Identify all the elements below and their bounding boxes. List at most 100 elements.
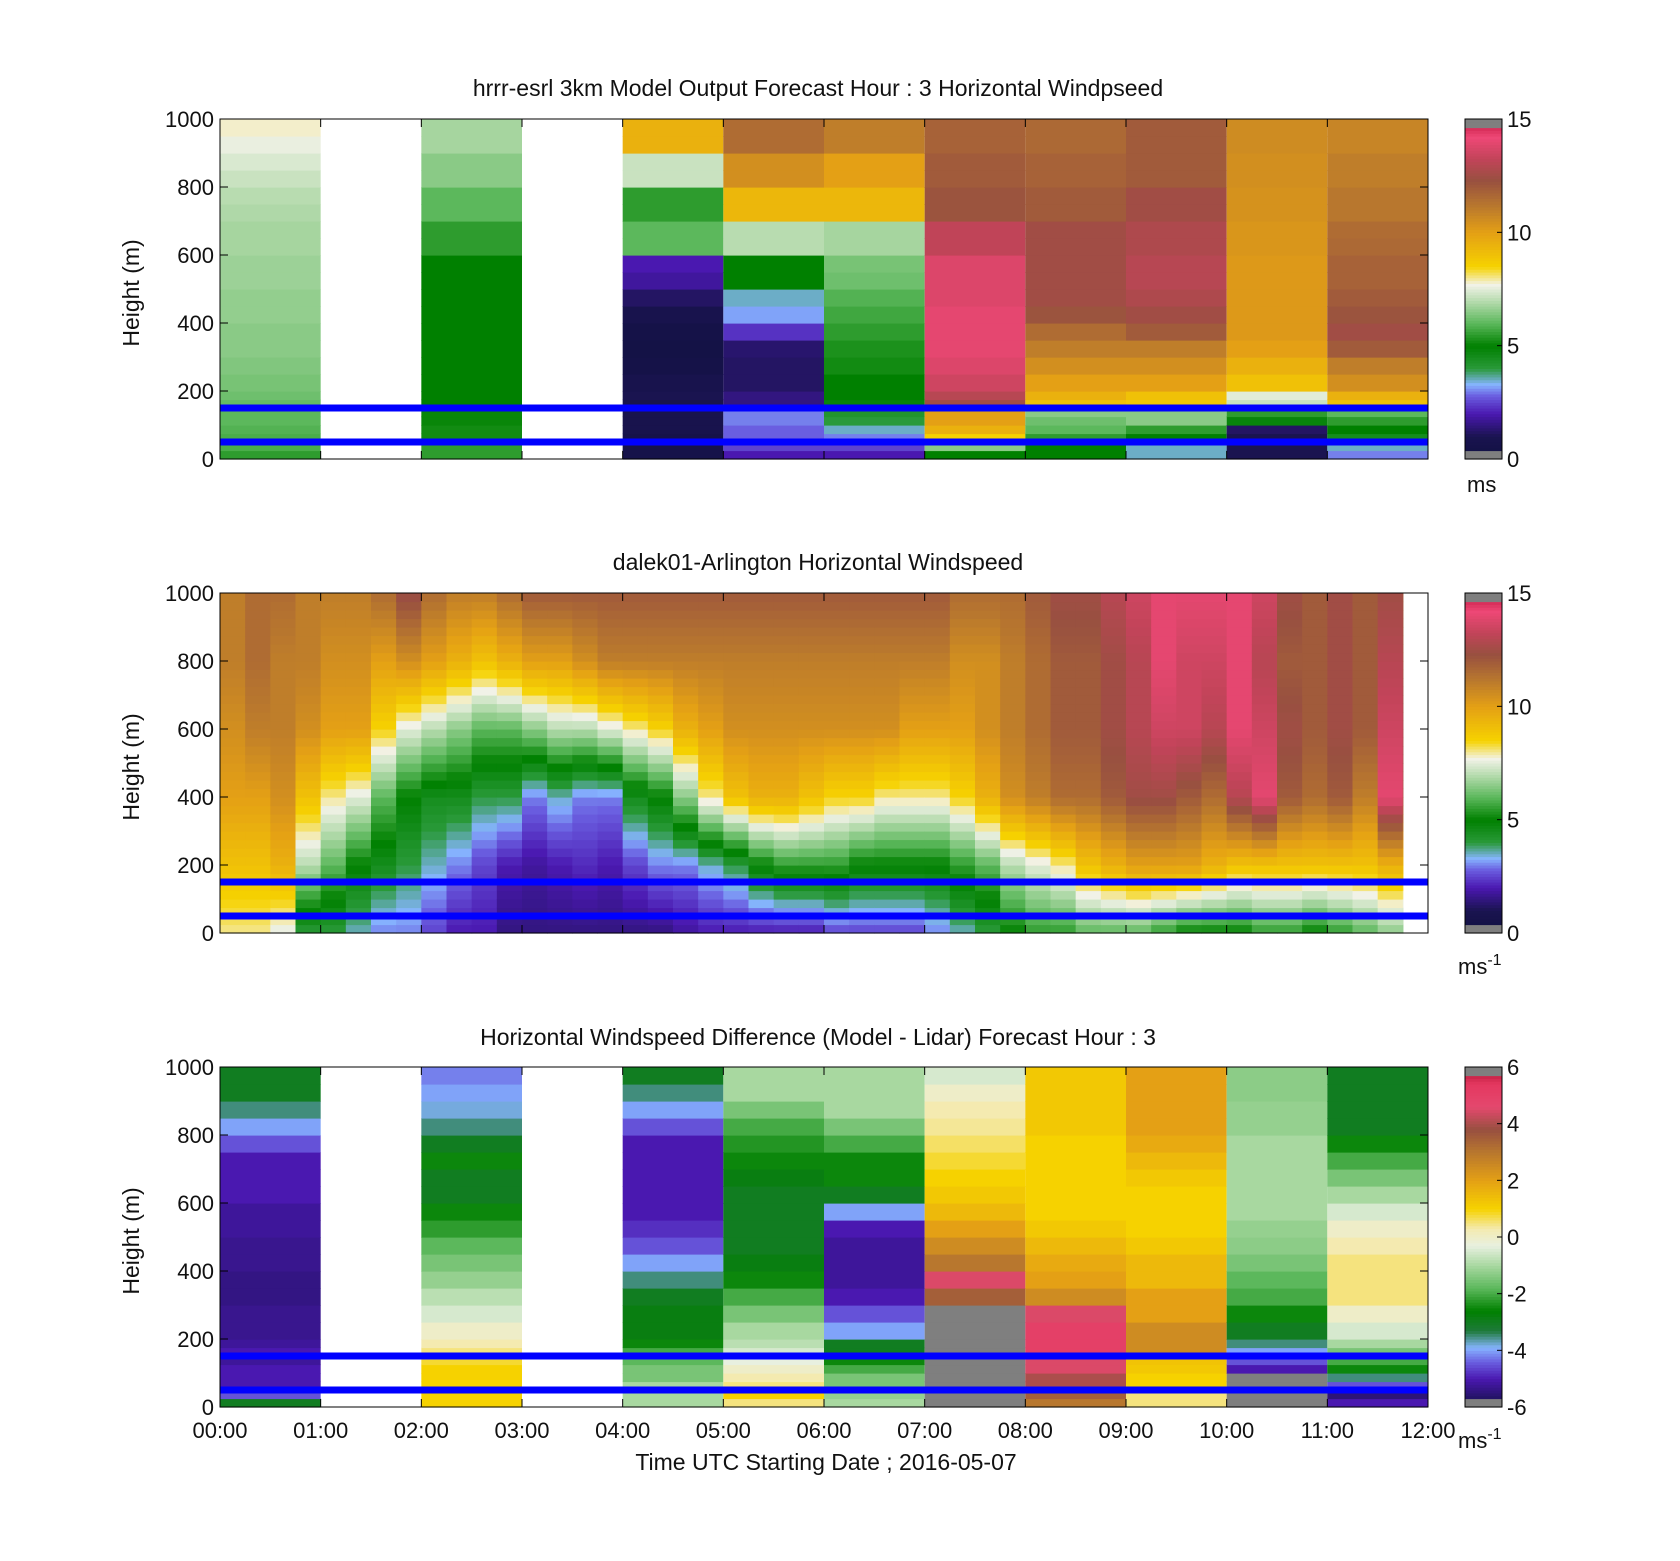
- heatmap-cell: [1402, 805, 1404, 815]
- colorbar-swatch: [1465, 593, 1502, 597]
- heatmap-cell: [245, 805, 271, 815]
- heatmap-cell: [1000, 916, 1026, 926]
- heatmap-cell: [1100, 661, 1127, 671]
- heatmap-cell: [220, 873, 246, 883]
- colorbar-swatch: [1465, 376, 1502, 381]
- colorbar-swatch: [1465, 257, 1502, 262]
- heatmap-cell: [924, 1305, 1026, 1323]
- heatmap-cell: [1126, 610, 1152, 620]
- colorbar-swatch: [1465, 1183, 1502, 1187]
- heatmap-cell: [1327, 856, 1353, 866]
- heatmap-cell: [1302, 865, 1328, 875]
- heatmap-cell: [270, 907, 296, 917]
- colorbar-swatch: [1465, 1375, 1502, 1380]
- heatmap-cell: [1176, 822, 1202, 832]
- heatmap-cell: [522, 780, 548, 790]
- heatmap-cell: [673, 788, 699, 798]
- heatmap-cell: [698, 907, 724, 917]
- heatmap-cell: [1075, 890, 1102, 900]
- heatmap-cell: [1226, 1271, 1328, 1289]
- colorbar-swatch: [1465, 1313, 1502, 1317]
- heatmap-cell: [1025, 399, 1126, 409]
- heatmap-cell: [975, 873, 1001, 883]
- heatmap-cell: [1025, 1254, 1126, 1272]
- colorbar-swatch: [1465, 1282, 1502, 1286]
- heatmap-cell: [547, 618, 573, 628]
- heatmap-cell: [673, 780, 699, 790]
- colorbar-swatch: [1465, 669, 1502, 673]
- heatmap-cell: [471, 652, 498, 662]
- heatmap-cell: [1075, 814, 1102, 824]
- heatmap-cell: [320, 890, 347, 900]
- colorbar-swatch: [1465, 1112, 1502, 1116]
- colorbar-swatch: [1465, 453, 1502, 457]
- colorbar-swatch: [1465, 666, 1502, 671]
- heatmap-cell: [371, 695, 397, 705]
- x-tick-label: 08:00: [998, 1418, 1053, 1443]
- heatmap-cell: [723, 695, 749, 705]
- heatmap-cell: [1226, 678, 1253, 688]
- heatmap-cell: [1025, 652, 1051, 662]
- heatmap-cell: [1201, 822, 1228, 832]
- heatmap-cell: [949, 593, 976, 603]
- heatmap-cell: [446, 729, 473, 739]
- heatmap-cell: [899, 763, 926, 773]
- heatmap-cell: [1302, 882, 1328, 892]
- heatmap-cell: [798, 805, 825, 815]
- heatmap-cell: [1377, 916, 1404, 926]
- heatmap-cell: [1226, 780, 1253, 790]
- heatmap-cell: [949, 924, 976, 934]
- heatmap-cell: [1226, 170, 1328, 188]
- colorbar-swatch: [1465, 1222, 1502, 1227]
- heatmap-cell: [723, 678, 749, 688]
- heatmap-cell: [849, 822, 875, 832]
- heatmap-cell: [924, 1322, 1026, 1340]
- colorbar-swatch: [1465, 740, 1502, 744]
- heatmap-cell: [924, 1347, 1026, 1357]
- heatmap-cell: [924, 610, 951, 620]
- heatmap-cell: [471, 644, 498, 654]
- heatmap-cell: [220, 1347, 321, 1357]
- heatmap-cell: [748, 890, 775, 900]
- heatmap-cell: [421, 391, 522, 401]
- heatmap-cell: [446, 661, 473, 671]
- colorbar-swatch: [1465, 1169, 1502, 1173]
- heatmap-cell: [1226, 924, 1253, 934]
- heatmap-cell: [824, 763, 850, 773]
- heatmap-cell: [849, 771, 875, 781]
- heatmap-cell: [1025, 1118, 1126, 1136]
- heatmap-cell: [421, 703, 447, 713]
- heatmap-cell: [1176, 780, 1202, 790]
- heatmap-cell: [874, 788, 900, 798]
- heatmap-cell: [899, 737, 926, 747]
- heatmap-cell: [1352, 652, 1379, 662]
- heatmap-cell: [924, 187, 1026, 205]
- heatmap-cell: [320, 907, 347, 917]
- heatmap-cell: [1000, 882, 1026, 892]
- heatmap-cell: [849, 686, 875, 696]
- heatmap-cell: [1402, 780, 1404, 790]
- heatmap-cell: [572, 873, 598, 883]
- heatmap-cell: [798, 780, 825, 790]
- heatmap-cell: [597, 627, 624, 637]
- heatmap-cell: [295, 678, 322, 688]
- heatmap-cell: [622, 822, 649, 832]
- heatmap-cell: [220, 1398, 321, 1408]
- colorbar-swatch: [1465, 632, 1502, 637]
- heatmap-cell: [471, 686, 498, 696]
- heatmap-cell: [924, 831, 951, 841]
- heatmap-cell: [622, 221, 724, 239]
- heatmap-cell: [723, 601, 749, 611]
- heatmap-cell: [1025, 720, 1051, 730]
- heatmap-cell: [396, 916, 422, 926]
- colorbar-swatch: [1465, 1316, 1502, 1320]
- heatmap-cell: [824, 1203, 925, 1221]
- heatmap-cell: [1100, 737, 1127, 747]
- colorbar-swatch: [1465, 1118, 1502, 1122]
- heatmap-cell: [1176, 644, 1202, 654]
- colorbar-swatch: [1465, 1373, 1502, 1377]
- heatmap-cell: [1226, 1084, 1328, 1102]
- heatmap-cell: [647, 763, 674, 773]
- colorbar-swatch: [1465, 794, 1502, 798]
- heatmap-cell: [522, 593, 548, 603]
